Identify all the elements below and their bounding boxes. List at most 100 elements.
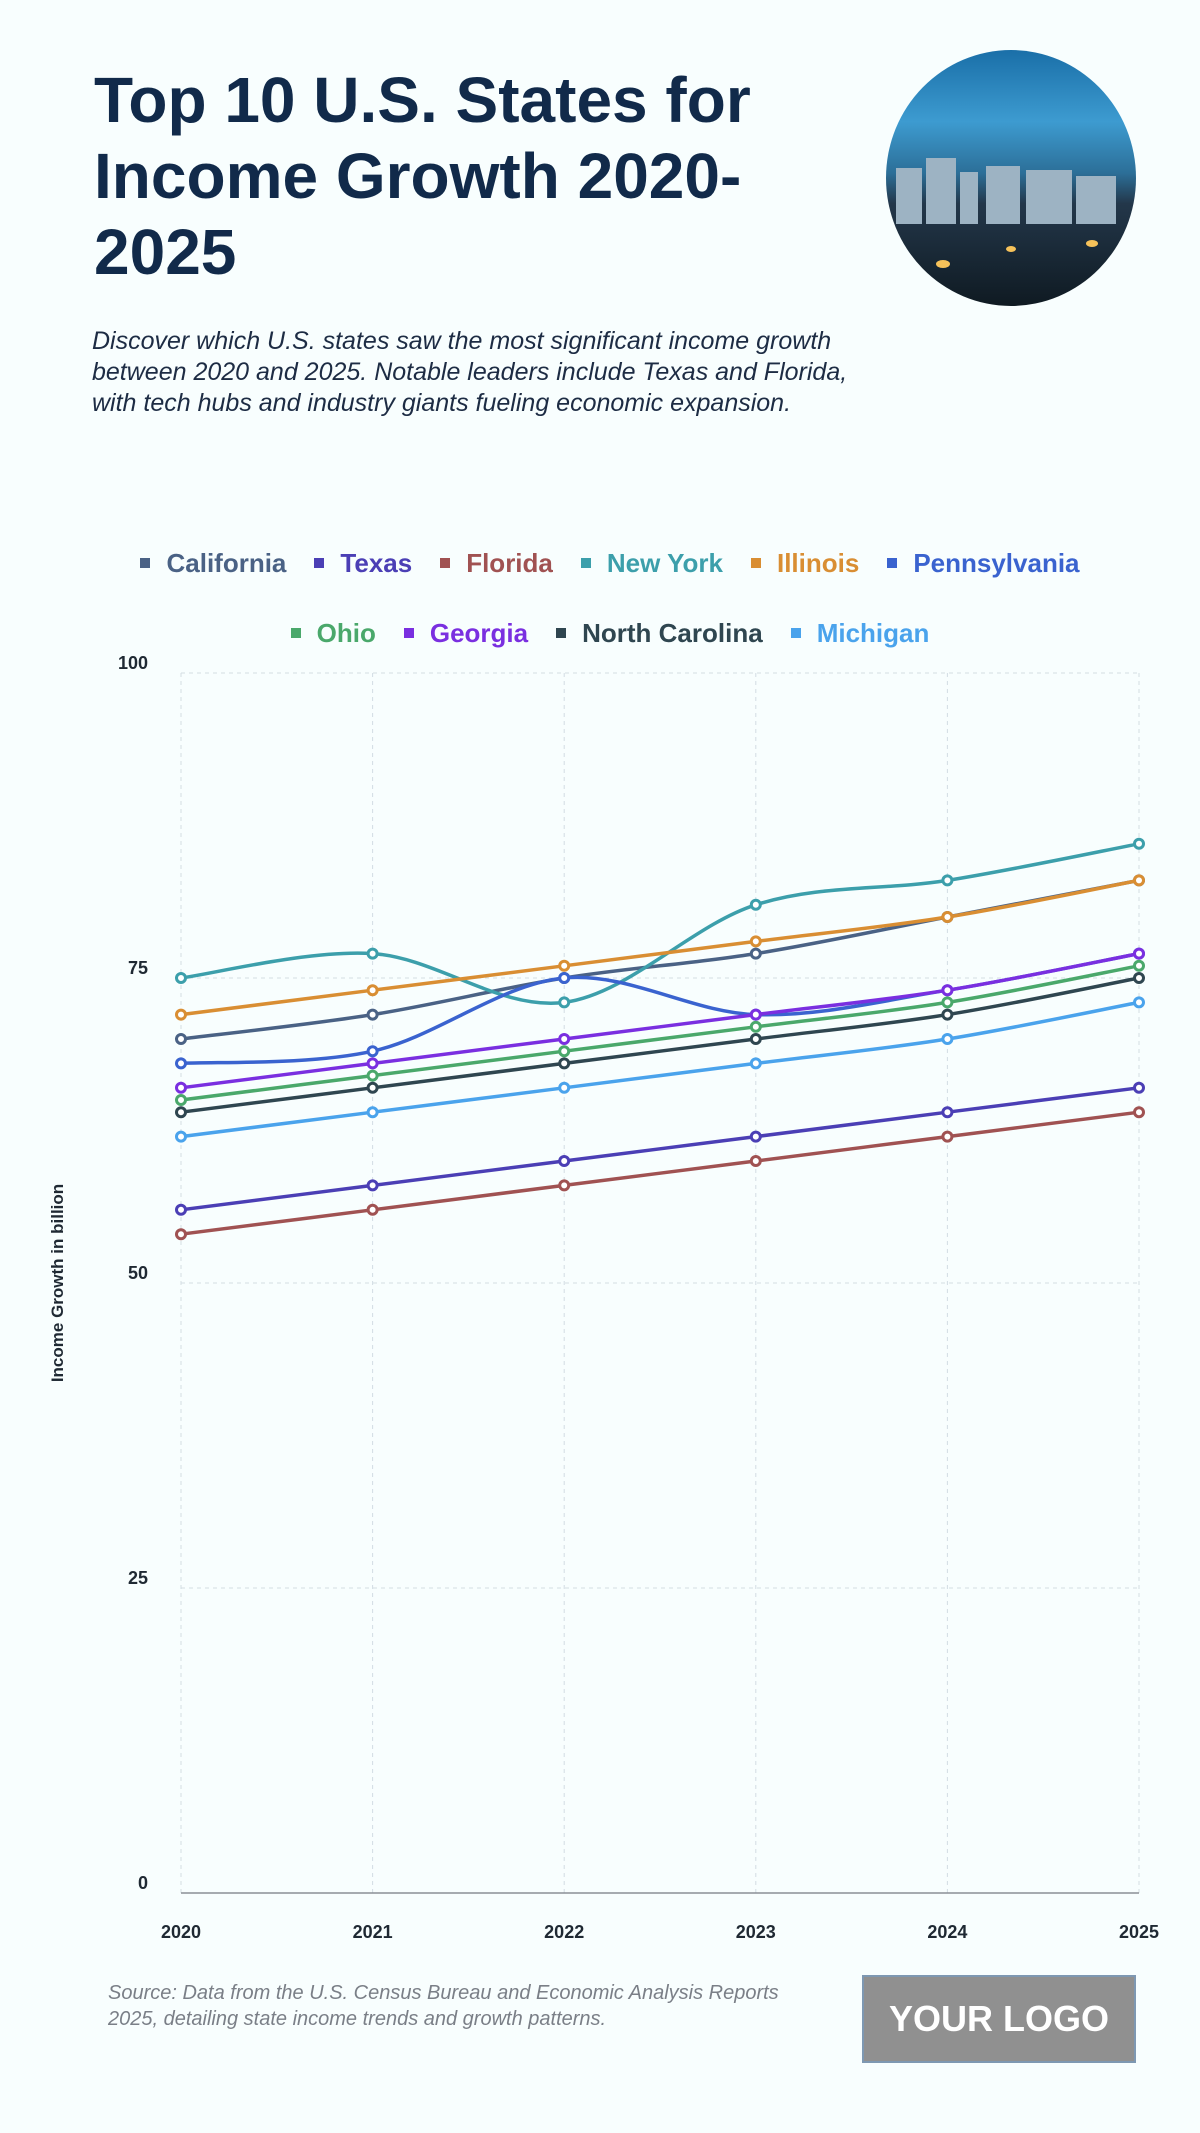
data-point-california — [749, 947, 762, 960]
data-point-new-york — [941, 874, 954, 887]
data-point-illinois — [1133, 874, 1145, 887]
data-point-michigan — [1133, 996, 1145, 1009]
legend-swatch — [790, 628, 801, 638]
x-tick-label: 2023 — [736, 1922, 776, 1942]
source-note: Source: Data from the U.S. Census Bureau… — [108, 1982, 779, 2030]
page-title: Top 10 U.S. States for Income Growth 202… — [94, 64, 751, 288]
legend-swatch — [314, 558, 325, 568]
data-point-north-carolina — [558, 1057, 571, 1070]
data-point-texas — [558, 1155, 571, 1167]
data-point-texas — [941, 1106, 954, 1119]
y-tick-label: 75 — [128, 958, 148, 978]
line-chart: 0 25 50 75 100 2020 2021 2022 2023 2024 2025 Income… — [48, 653, 1159, 1942]
data-point-texas — [1133, 1081, 1145, 1094]
data-point-georgia — [366, 1057, 379, 1070]
legend-label: Pennsylvania — [913, 548, 1080, 578]
legend-swatch — [750, 558, 761, 568]
city-skyline-photo — [886, 50, 1136, 306]
data-point-georgia — [941, 984, 954, 997]
data-point-georgia — [558, 1033, 571, 1045]
data-point-texas — [366, 1179, 379, 1192]
legend-label: North Carolina — [582, 618, 763, 648]
data-point-ohio — [366, 1069, 379, 1082]
data-point-ohio — [941, 996, 954, 1009]
data-point-florida — [749, 1155, 762, 1167]
data-point-pennsylvania — [558, 972, 571, 984]
legend-item-new-york: New York — [580, 545, 723, 581]
legend-item-michigan: Michigan — [790, 615, 930, 651]
data-point-north-carolina — [175, 1106, 187, 1119]
data-point-florida — [1133, 1106, 1145, 1119]
data-point-michigan — [749, 1057, 762, 1070]
legend-swatch — [140, 558, 151, 568]
y-tick-label: 100 — [118, 653, 148, 673]
y-tick-label: 0 — [138, 1873, 148, 1893]
data-point-illinois — [941, 911, 954, 923]
series-line-georgia — [179, 951, 1141, 1090]
chart-legend: California Texas Florida New York Illinois Pe… — [120, 545, 1100, 651]
data-point-new-york — [558, 996, 571, 1009]
data-point-new-york — [366, 947, 379, 960]
data-point-texas — [749, 1130, 762, 1143]
data-point-pennsylvania — [366, 1045, 379, 1058]
series-line-texas — [179, 1086, 1141, 1212]
data-point-illinois — [558, 959, 571, 972]
page-subtitle: Discover which U.S. states saw the most … — [92, 327, 848, 417]
data-point-illinois — [366, 984, 379, 997]
legend-label: Georgia — [429, 618, 529, 648]
y-tick-label: 25 — [128, 1568, 148, 1588]
data-point-new-york — [1133, 837, 1145, 850]
data-point-michigan — [175, 1130, 187, 1143]
legend-swatch — [580, 558, 591, 568]
data-point-florida — [175, 1228, 187, 1241]
data-point-north-carolina — [366, 1081, 379, 1094]
data-point-georgia — [749, 1008, 762, 1021]
data-point-north-carolina — [1133, 972, 1145, 984]
data-point-ohio — [558, 1045, 571, 1058]
series-line-michigan — [179, 1000, 1141, 1139]
legend-item-north-carolina: North Carolina — [556, 615, 763, 651]
legend-swatch — [440, 558, 451, 568]
legend-label: Illinois — [776, 548, 860, 578]
data-point-florida — [366, 1203, 379, 1216]
data-point-california — [175, 1033, 187, 1045]
data-point-illinois — [749, 935, 762, 948]
legend-label: Texas — [340, 548, 413, 578]
x-tick-label: 2024 — [927, 1922, 967, 1942]
data-point-florida — [558, 1179, 571, 1192]
y-axis-label: Income Growth in billion — [48, 1184, 67, 1382]
data-point-new-york — [749, 898, 762, 911]
legend-item-texas: Texas — [314, 545, 412, 581]
y-tick-label: 50 — [128, 1263, 148, 1283]
series-line-illinois — [179, 878, 1141, 1017]
x-tick-label: 2020 — [161, 1922, 201, 1942]
legend-item-california: California — [140, 545, 286, 581]
logo-placeholder: YOUR LOGO — [862, 1975, 1136, 2063]
data-point-florida — [941, 1130, 954, 1143]
legend-swatch — [556, 628, 567, 638]
data-point-michigan — [366, 1106, 379, 1119]
legend-item-georgia: Georgia — [403, 615, 529, 651]
series-line-florida — [179, 1110, 1141, 1236]
legend-label: Florida — [466, 548, 553, 578]
legend-swatch — [403, 628, 414, 638]
legend-label: California — [166, 548, 287, 578]
series-line-ohio — [179, 964, 1141, 1102]
data-point-california — [366, 1008, 379, 1021]
data-point-illinois — [175, 1008, 187, 1021]
data-point-north-carolina — [749, 1033, 762, 1045]
data-point-ohio — [175, 1094, 187, 1106]
legend-item-florida: Florida — [440, 545, 553, 581]
legend-label: New York — [606, 548, 723, 578]
series-line-pennsylvania — [179, 951, 1141, 1066]
data-point-georgia — [175, 1081, 187, 1094]
x-tick-label: 2025 — [1119, 1922, 1159, 1942]
data-point-ohio — [749, 1020, 762, 1033]
legend-label: Ohio — [316, 618, 376, 648]
series-line-north-carolina — [179, 976, 1141, 1114]
legend-label: Michigan — [816, 618, 930, 648]
data-point-michigan — [558, 1081, 571, 1094]
data-point-texas — [175, 1203, 187, 1216]
data-point-new-york — [175, 972, 187, 984]
series-line-new-york — [179, 842, 1141, 1005]
